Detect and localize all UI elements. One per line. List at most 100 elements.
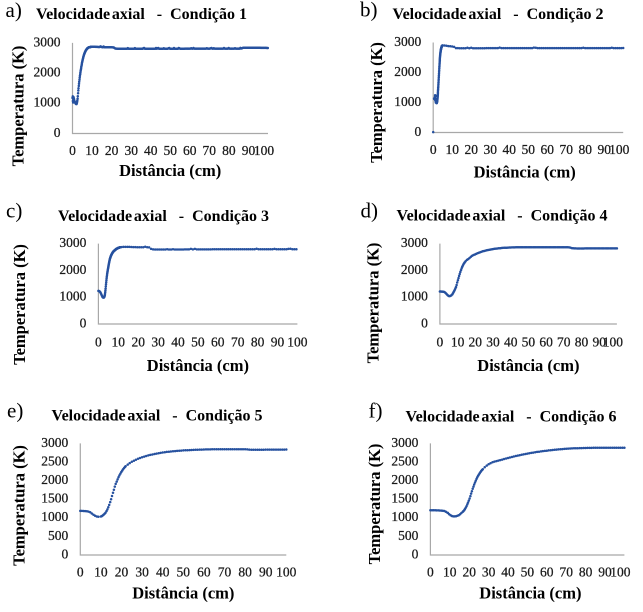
svg-text:40: 40 bbox=[171, 335, 185, 350]
svg-text:Temperatura (K): Temperatura (K) bbox=[8, 46, 27, 167]
svg-text:Distância (cm): Distância (cm) bbox=[479, 584, 581, 603]
svg-text:1000: 1000 bbox=[391, 509, 418, 524]
svg-text:90: 90 bbox=[271, 335, 285, 350]
svg-text:2000: 2000 bbox=[34, 65, 61, 80]
svg-text:2500: 2500 bbox=[41, 453, 68, 468]
svg-text:1500: 1500 bbox=[41, 491, 68, 506]
svg-text:10: 10 bbox=[445, 142, 459, 157]
svg-text:Distância (cm): Distância (cm) bbox=[147, 356, 249, 375]
svg-text:1500: 1500 bbox=[391, 491, 418, 506]
svg-text:2000: 2000 bbox=[394, 64, 421, 79]
svg-text:0: 0 bbox=[421, 315, 428, 330]
svg-text:100: 100 bbox=[287, 335, 308, 350]
svg-text:Distância (cm): Distância (cm) bbox=[474, 163, 576, 182]
svg-text:0: 0 bbox=[427, 565, 434, 580]
svg-text:c): c) bbox=[6, 199, 22, 223]
svg-text:2000: 2000 bbox=[41, 472, 68, 487]
svg-text:100: 100 bbox=[254, 143, 275, 158]
svg-text:80: 80 bbox=[575, 335, 589, 350]
svg-text:90: 90 bbox=[597, 142, 611, 157]
svg-text:3000: 3000 bbox=[401, 235, 428, 250]
svg-text:60: 60 bbox=[183, 143, 197, 158]
svg-text:70: 70 bbox=[557, 335, 571, 350]
svg-text:30: 30 bbox=[482, 565, 496, 580]
svg-text:30: 30 bbox=[135, 565, 149, 580]
svg-text:1000: 1000 bbox=[41, 509, 68, 524]
svg-text:60: 60 bbox=[540, 565, 554, 580]
svg-text:90: 90 bbox=[242, 143, 256, 158]
svg-text:0: 0 bbox=[54, 125, 61, 140]
svg-text:Temperatura (K): Temperatura (K) bbox=[363, 243, 382, 364]
svg-text:0: 0 bbox=[412, 546, 419, 561]
svg-text:Velocidade axial - Condição: Velocidade axial - Condição 1 bbox=[36, 6, 247, 23]
svg-text:50: 50 bbox=[191, 335, 205, 350]
svg-text:30: 30 bbox=[124, 143, 138, 158]
svg-text:100: 100 bbox=[603, 335, 624, 350]
svg-text:0: 0 bbox=[62, 546, 69, 561]
svg-text:Velocidade axial - Condição: Velocidade axial - Condição 2 bbox=[392, 6, 603, 23]
svg-text:80: 80 bbox=[222, 143, 236, 158]
svg-text:30: 30 bbox=[151, 335, 165, 350]
svg-text:0: 0 bbox=[430, 142, 437, 157]
svg-text:Velocidade axial - Condição: Velocidade axial - Condição 3 bbox=[58, 208, 269, 225]
svg-text:60: 60 bbox=[540, 142, 554, 157]
svg-text:20: 20 bbox=[131, 335, 145, 350]
svg-text:0: 0 bbox=[95, 335, 102, 350]
svg-text:70: 70 bbox=[559, 142, 573, 157]
svg-text:b): b) bbox=[360, 0, 378, 22]
svg-text:Temperatura (K): Temperatura (K) bbox=[365, 444, 384, 565]
svg-text:3000: 3000 bbox=[34, 34, 61, 49]
svg-text:90: 90 bbox=[598, 565, 612, 580]
svg-text:60: 60 bbox=[197, 565, 211, 580]
svg-text:40: 40 bbox=[144, 143, 158, 158]
svg-text:20: 20 bbox=[462, 565, 476, 580]
svg-text:100: 100 bbox=[610, 565, 631, 580]
svg-text:2000: 2000 bbox=[401, 262, 428, 277]
svg-text:70: 70 bbox=[231, 335, 245, 350]
svg-text:1000: 1000 bbox=[59, 289, 86, 304]
svg-text:1000: 1000 bbox=[34, 95, 61, 110]
svg-text:20: 20 bbox=[115, 565, 129, 580]
svg-text:40: 40 bbox=[156, 565, 170, 580]
svg-text:Distância (cm): Distância (cm) bbox=[132, 584, 234, 603]
svg-text:3000: 3000 bbox=[391, 435, 418, 450]
svg-text:50: 50 bbox=[521, 565, 535, 580]
svg-text:30: 30 bbox=[486, 335, 500, 350]
svg-text:30: 30 bbox=[483, 142, 497, 157]
svg-text:Temperatura (K): Temperatura (K) bbox=[10, 244, 29, 365]
svg-text:e): e) bbox=[7, 399, 23, 423]
svg-text:70: 70 bbox=[218, 565, 232, 580]
svg-text:d): d) bbox=[361, 199, 379, 223]
svg-text:Temperatura (K): Temperatura (K) bbox=[9, 445, 28, 566]
svg-text:40: 40 bbox=[502, 142, 516, 157]
svg-text:1000: 1000 bbox=[394, 94, 421, 109]
svg-text:40: 40 bbox=[504, 335, 518, 350]
svg-text:2000: 2000 bbox=[59, 262, 86, 277]
svg-text:20: 20 bbox=[464, 142, 478, 157]
svg-text:90: 90 bbox=[592, 335, 606, 350]
svg-text:70: 70 bbox=[559, 565, 573, 580]
svg-text:50: 50 bbox=[522, 335, 536, 350]
svg-text:20: 20 bbox=[469, 335, 483, 350]
svg-text:Velocidade axial - Condição: Velocidade axial - Condição 6 bbox=[405, 409, 616, 426]
svg-text:10: 10 bbox=[112, 335, 126, 350]
svg-text:80: 80 bbox=[578, 142, 592, 157]
svg-text:Velocidade axial - Condição: Velocidade axial - Condição 5 bbox=[51, 408, 262, 425]
svg-text:10: 10 bbox=[94, 565, 108, 580]
svg-text:20: 20 bbox=[105, 143, 119, 158]
svg-text:3000: 3000 bbox=[59, 235, 86, 250]
svg-text:70: 70 bbox=[203, 143, 217, 158]
svg-text:2500: 2500 bbox=[391, 453, 418, 468]
svg-text:0: 0 bbox=[69, 143, 76, 158]
svg-text:2000: 2000 bbox=[391, 472, 418, 487]
svg-text:80: 80 bbox=[579, 565, 593, 580]
svg-text:80: 80 bbox=[238, 565, 252, 580]
svg-text:Distância (cm): Distância (cm) bbox=[119, 161, 221, 180]
svg-text:Distância (cm): Distância (cm) bbox=[477, 356, 579, 375]
svg-text:500: 500 bbox=[398, 528, 419, 543]
svg-text:0: 0 bbox=[77, 565, 84, 580]
svg-text:0: 0 bbox=[414, 124, 421, 139]
svg-text:3000: 3000 bbox=[41, 435, 68, 450]
svg-text:Temperatura (K): Temperatura (K) bbox=[367, 42, 386, 163]
svg-text:80: 80 bbox=[251, 335, 265, 350]
